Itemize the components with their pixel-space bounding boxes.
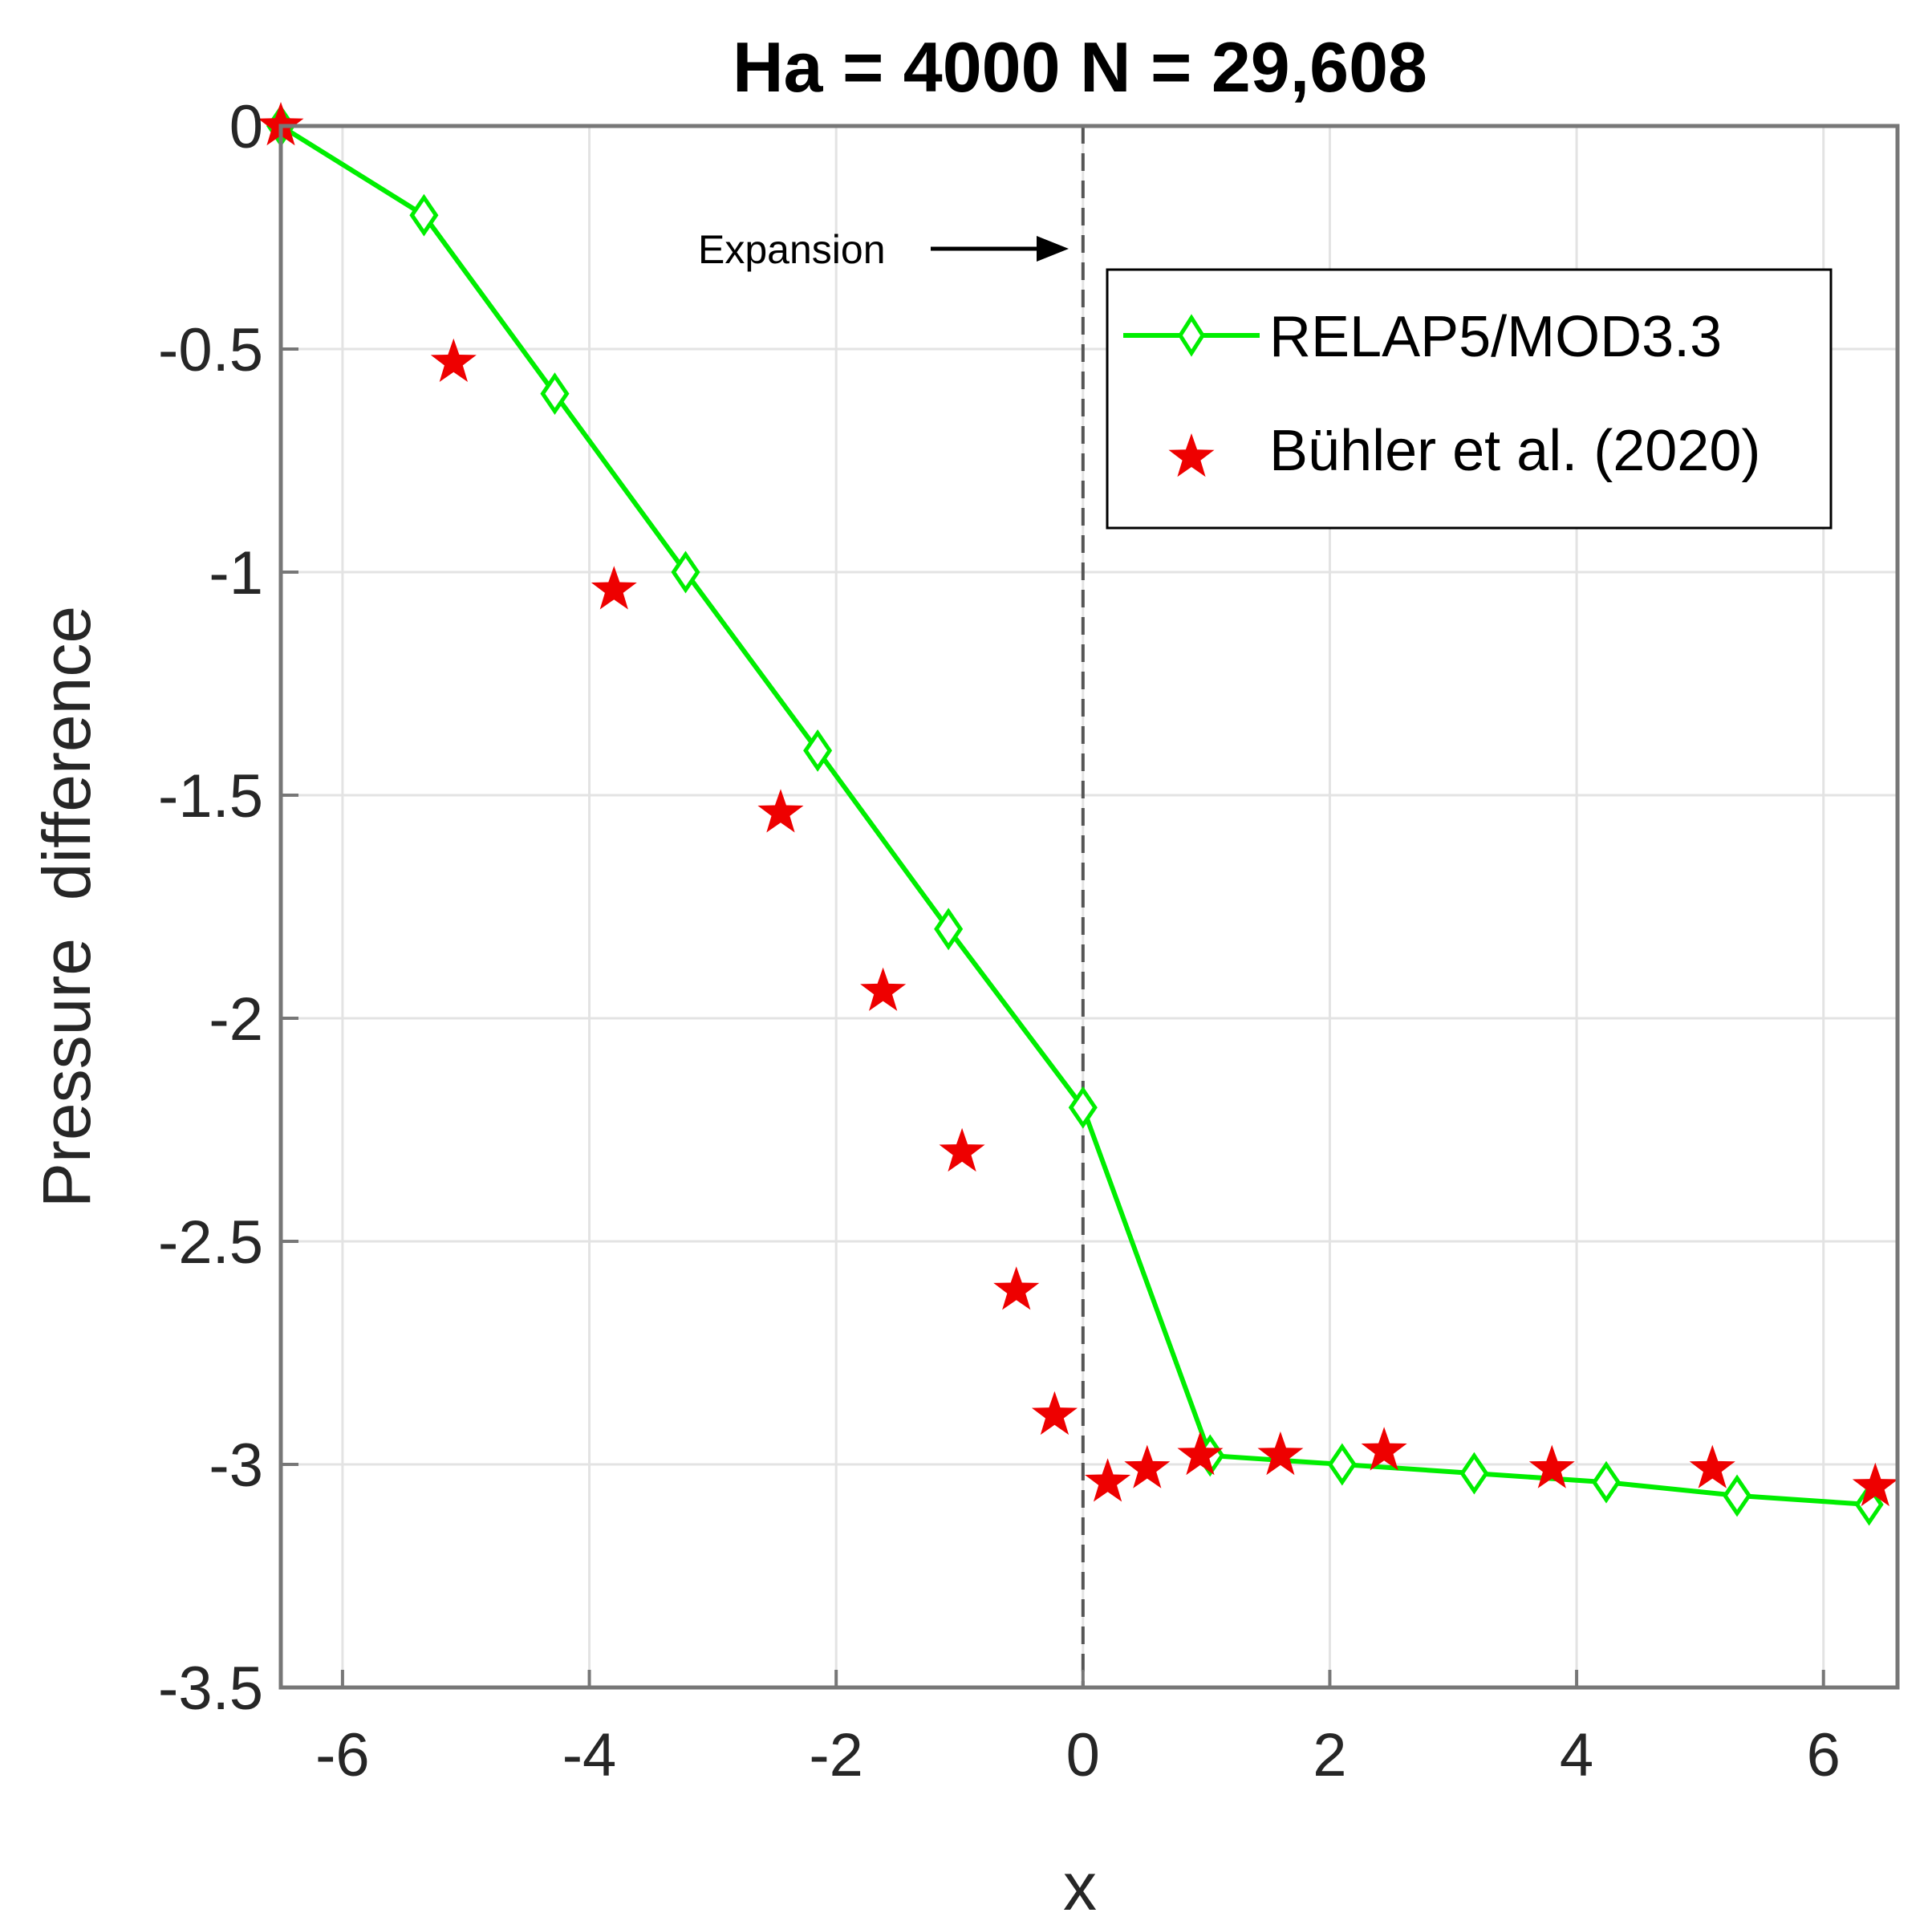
legend-entry-relap5: RELAP5/MOD3.3 xyxy=(1123,305,1722,369)
legend-entry-buhler: Bühler et al. (2020) xyxy=(1168,419,1760,483)
x-tick-label: 0 xyxy=(1066,1721,1100,1789)
data-point-buhler xyxy=(1689,1444,1735,1488)
data-point-buhler xyxy=(993,1266,1040,1310)
x-tick-label: -4 xyxy=(562,1721,617,1789)
y-tick-label: -3.5 xyxy=(158,1655,263,1723)
data-point-relap5 xyxy=(1591,1460,1622,1504)
legend-box xyxy=(1106,268,1833,530)
legend-diamond-swatch xyxy=(1178,314,1205,357)
chart-title: Ha = 4000 N = 29,608 xyxy=(733,27,1427,107)
x-ticks: -6 -4 -2 0 2 4 6 xyxy=(315,1670,1841,1789)
data-point-relap5 xyxy=(671,550,700,594)
x-tick-label: -6 xyxy=(315,1721,370,1789)
y-tick-label: -2 xyxy=(209,985,263,1054)
data-point-buhler xyxy=(1361,1427,1407,1471)
data-point-relap5 xyxy=(540,372,570,416)
x-tick-label: 4 xyxy=(1560,1721,1593,1789)
data-point-buhler xyxy=(1528,1444,1575,1488)
data-point-buhler xyxy=(1031,1391,1078,1436)
y-ticks: 0 -0.5 -1 -1.5 -2 -2.5 -3 -3.5 xyxy=(158,93,298,1723)
annotation-text: Expansion xyxy=(698,227,886,272)
y-tick-label: 0 xyxy=(229,93,263,161)
data-point-buhler xyxy=(757,789,804,833)
data-point-relap5 xyxy=(803,729,833,772)
annotation-arrow-head xyxy=(1037,236,1069,262)
data-point-buhler xyxy=(258,102,304,146)
data-point-buhler xyxy=(1085,1458,1131,1502)
x-tick-label: -2 xyxy=(809,1721,863,1789)
y-tick-label: -3 xyxy=(209,1432,263,1500)
data-point-buhler xyxy=(591,566,637,610)
data-point-relap5 xyxy=(1068,1086,1098,1129)
data-point-buhler xyxy=(1257,1431,1304,1476)
data-point-buhler xyxy=(1124,1444,1171,1488)
y-axis-title: Pressure difference xyxy=(29,606,104,1208)
y-tick-label: -0.5 xyxy=(158,316,263,384)
x-axis-title: x xyxy=(1063,1849,1097,1924)
data-point-buhler xyxy=(939,1127,985,1172)
data-point-relap5 xyxy=(934,908,964,951)
y-tick-label: -1 xyxy=(209,539,263,607)
legend-label-buhler: Bühler et al. (2020) xyxy=(1269,419,1760,483)
data-point-relap5 xyxy=(409,193,439,237)
data-point-relap5 xyxy=(1459,1452,1489,1495)
data-point-buhler xyxy=(1852,1462,1898,1507)
legend-label-relap5: RELAP5/MOD3.3 xyxy=(1269,305,1722,369)
data-point-buhler xyxy=(430,338,477,382)
y-tick-label: -1.5 xyxy=(158,762,263,830)
series-layer xyxy=(258,102,1898,1526)
legend-star-swatch xyxy=(1168,433,1215,477)
data-point-relap5 xyxy=(1327,1443,1357,1486)
x-tick-label: 6 xyxy=(1807,1721,1841,1789)
legend: RELAP5/MOD3.3 Bühler et al. (2020) xyxy=(1106,268,1833,530)
data-point-buhler xyxy=(1177,1431,1224,1476)
data-point-relap5 xyxy=(1723,1474,1752,1517)
data-point-buhler xyxy=(860,967,907,1011)
x-tick-label: 2 xyxy=(1313,1721,1346,1789)
expansion-annotation: Expansion xyxy=(698,227,1069,272)
y-tick-label: -2.5 xyxy=(158,1208,263,1277)
plot-frame xyxy=(278,124,1900,1690)
